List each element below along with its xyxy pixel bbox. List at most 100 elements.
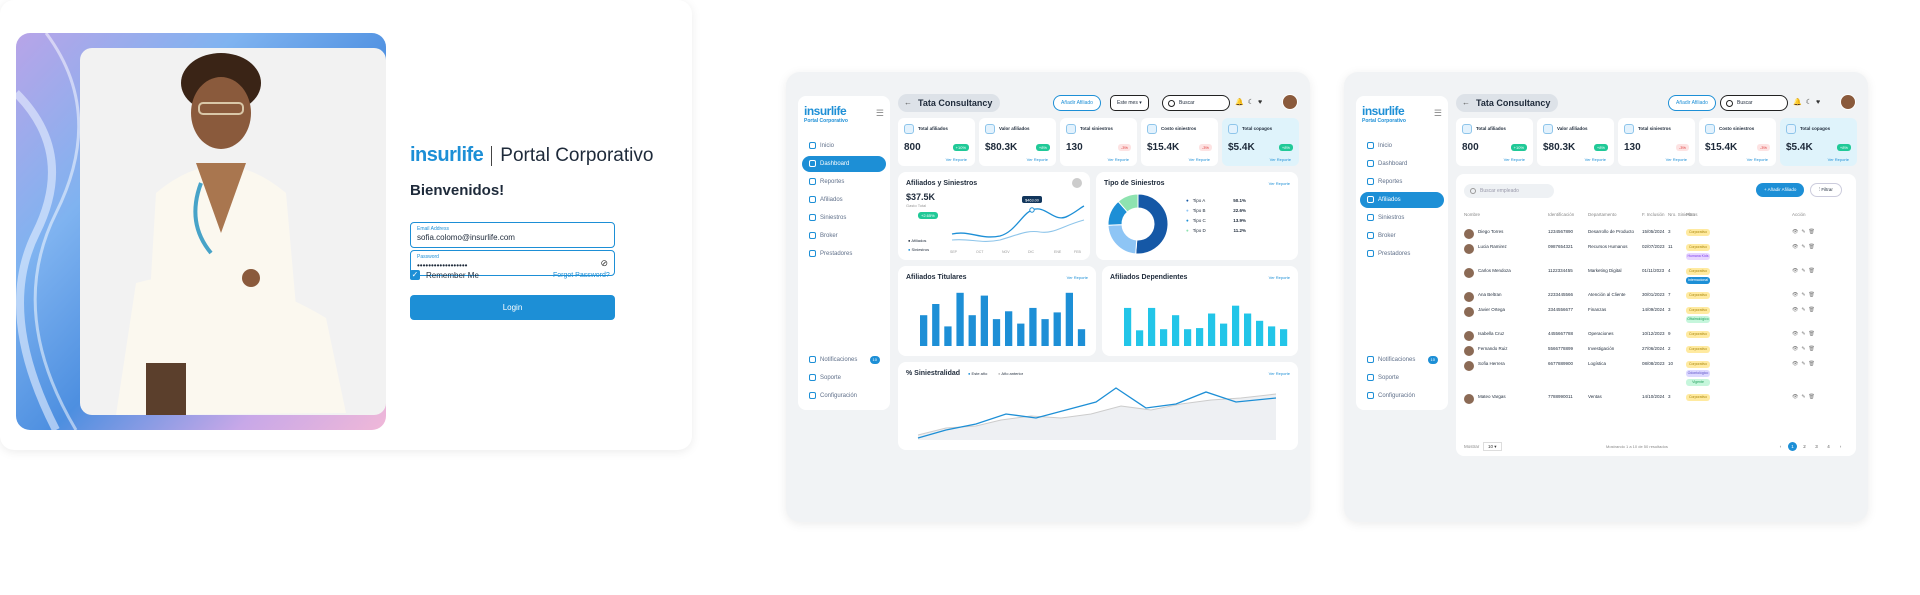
sidebar-item-dashboard[interactable]: Dashboard — [1360, 156, 1444, 172]
add-affiliate-button[interactable]: Añadir Afiliado — [1053, 95, 1101, 111]
filter-button[interactable]: ⫶ Filtrar — [1810, 183, 1842, 197]
search-input[interactable]: Buscar — [1720, 95, 1788, 111]
view-report-link[interactable]: Ver Reporte — [1268, 275, 1290, 280]
remember-me[interactable]: ✓ Remember Me — [410, 270, 479, 280]
sidebar-item-dashboard[interactable]: Dashboard — [802, 156, 886, 172]
series-afiliados — [951, 205, 1085, 238]
login-button[interactable]: Login — [410, 295, 615, 320]
search-input[interactable]: Buscar — [1162, 95, 1230, 111]
check-icon[interactable]: ✓ — [410, 270, 420, 280]
table-row[interactable]: Ana Beltran 2233445566 Atención al Clien… — [1456, 289, 1856, 303]
add-affiliate-button[interactable]: + Añadir Afiliado — [1756, 183, 1805, 197]
next-page[interactable]: › — [1839, 444, 1842, 449]
employee-search-input[interactable]: Buscar empleado — [1464, 184, 1554, 198]
table-row[interactable]: Javier Ortega 3344556677 Finanzas 14/09/… — [1456, 304, 1856, 323]
sidebar-item-notificaciones[interactable]: Notificaciones 10 — [1360, 352, 1444, 368]
avatar[interactable] — [1282, 94, 1298, 110]
sidebar-item-configuracion[interactable]: Configuración — [802, 388, 886, 404]
page-3[interactable]: 3 — [1815, 444, 1818, 449]
view-report-link[interactable]: Ver Reporte — [1188, 157, 1210, 162]
sidebar-item-inicio[interactable]: Inicio — [802, 138, 886, 154]
page-size-select[interactable]: 10 ▾ — [1483, 442, 1502, 451]
sidebar: insurlife Portal Corporativo ☰ Inicio Das… — [1356, 96, 1448, 410]
table-row[interactable]: Sofia Herrera 6677889900 Logística 08/08… — [1456, 358, 1856, 386]
view-report-link[interactable]: Ver Reporte — [1827, 157, 1849, 162]
add-affiliate-button[interactable]: Añadir Afiliado — [1668, 95, 1716, 111]
sidebar-item-afiliados[interactable]: Afiliados — [1360, 192, 1444, 208]
view-report-link[interactable]: Ver Reporte — [1107, 157, 1129, 162]
sidebar-item-notificaciones[interactable]: Notificaciones 10 — [802, 352, 886, 368]
report-icon — [809, 178, 816, 185]
view-report-link[interactable]: Ver Reporte — [1584, 157, 1606, 162]
email-field[interactable]: Email Address sofia.colomo@insurlife.com — [410, 222, 615, 248]
toolbar-icons[interactable]: 🔔☾♥ — [1235, 99, 1267, 106]
row-actions[interactable]: 👁✎🗑 — [1792, 361, 1818, 367]
sidebar-item-siniestros[interactable]: Siniestros — [1360, 210, 1444, 226]
view-report-link[interactable]: Ver Reporte — [1268, 371, 1290, 376]
page-title[interactable]: Tata Consultancy — [1456, 94, 1559, 112]
view-report-link[interactable]: Ver Reporte — [1269, 157, 1291, 162]
info-icon[interactable] — [1072, 178, 1082, 188]
x-tick: ENE — [1054, 250, 1062, 254]
row-actions[interactable]: 👁✎🗑 — [1792, 331, 1818, 337]
table-row[interactable]: Diego Torres 1234567890 Desarrollo de Pr… — [1456, 226, 1856, 240]
row-actions[interactable]: 👁✎🗑 — [1792, 307, 1818, 313]
view-report-link[interactable]: Ver Reporte — [1026, 157, 1048, 162]
kpi-label: Costo siniestros — [1161, 126, 1197, 131]
row-actions[interactable]: 👁✎🗑 — [1792, 244, 1818, 250]
page-1[interactable]: 1 — [1788, 442, 1797, 451]
view-report-link[interactable]: Ver Reporte — [1503, 157, 1525, 162]
sidebar-item-reportes[interactable]: Reportes — [1360, 174, 1444, 190]
area-ano-anterior — [918, 394, 1276, 440]
row-actions[interactable]: 👁✎🗑 — [1792, 229, 1818, 235]
cell-claims: 3 — [1668, 229, 1671, 234]
sidebar-item-prestadores[interactable]: Prestadores — [1360, 246, 1444, 262]
row-actions[interactable]: 👁✎🗑 — [1792, 394, 1818, 400]
prev-page[interactable]: ‹ — [1779, 444, 1782, 449]
cell-id: 4455667788 — [1548, 331, 1574, 336]
menu-icon[interactable]: ☰ — [875, 108, 884, 118]
view-report-link[interactable]: Ver Reporte — [1268, 181, 1290, 186]
row-actions[interactable]: 👁✎🗑 — [1792, 346, 1818, 352]
cell-date: 01/11/2023 — [1642, 268, 1665, 273]
dashboard-icon — [1367, 160, 1374, 167]
password-field[interactable]: Password •••••••••••••••••• ⊘ — [410, 250, 615, 276]
table-row[interactable]: Carlos Mendoza 1122334455 Marketing Digi… — [1456, 265, 1856, 284]
view-report-link[interactable]: Ver Reporte — [1066, 275, 1088, 280]
page-title[interactable]: Tata Consultancy — [898, 94, 1001, 112]
kpi-icon — [1543, 124, 1553, 134]
table-row[interactable]: Lucia Ramirez 0987654321 Recursos Humano… — [1456, 241, 1856, 260]
sidebar-item-siniestros[interactable]: Siniestros — [802, 210, 886, 226]
kpi-icon — [985, 124, 995, 134]
table-row[interactable]: Isabella Cruz 4455667788 Operaciones 10/… — [1456, 328, 1856, 342]
eye-off-icon[interactable]: ⊘ — [600, 258, 608, 268]
cell-date: 27/06/2024 — [1642, 346, 1665, 351]
row-actions[interactable]: 👁✎🗑 — [1792, 292, 1818, 298]
page-4[interactable]: 4 — [1827, 444, 1830, 449]
view-report-link[interactable]: Ver Reporte — [1746, 157, 1768, 162]
view-report-link[interactable]: Ver Reporte — [945, 157, 967, 162]
sidebar-item-broker[interactable]: Broker — [802, 228, 886, 244]
bar — [1160, 329, 1168, 346]
sidebar-item-prestadores[interactable]: Prestadores — [802, 246, 886, 262]
sidebar-item-soporte[interactable]: Soporte — [1360, 370, 1444, 386]
sidebar-item-soporte[interactable]: Soporte — [802, 370, 886, 386]
avatar[interactable] — [1840, 94, 1856, 110]
table-row[interactable]: Fernando Ruiz 5566778899 Investigación 2… — [1456, 343, 1856, 357]
toolbar-icons[interactable]: 🔔☾♥ — [1793, 99, 1825, 106]
kpi-trend: -3% — [1117, 144, 1131, 151]
view-report-link[interactable]: Ver Reporte — [1665, 157, 1687, 162]
sidebar-brand-sub: Portal Corporativo — [804, 118, 848, 124]
table-row[interactable]: Mateo Vargas 7788990011 Ventas 14/10/202… — [1456, 391, 1856, 405]
sidebar-item-broker[interactable]: Broker — [1360, 228, 1444, 244]
row-actions[interactable]: 👁✎🗑 — [1792, 268, 1818, 274]
month-select[interactable]: Este mes ▾ — [1110, 95, 1149, 111]
sidebar-item-inicio[interactable]: Inicio — [1360, 138, 1444, 154]
sidebar-item-afiliados[interactable]: Afiliados — [802, 192, 886, 208]
page-2[interactable]: 2 — [1803, 444, 1806, 449]
menu-icon[interactable]: ☰ — [1433, 108, 1442, 118]
forgot-password-link[interactable]: Forgot Password? — [553, 272, 610, 279]
sidebar-item-reportes[interactable]: Reportes — [802, 174, 886, 190]
cell-date: 10/12/2023 — [1642, 331, 1665, 336]
sidebar-item-configuracion[interactable]: Configuración — [1360, 388, 1444, 404]
